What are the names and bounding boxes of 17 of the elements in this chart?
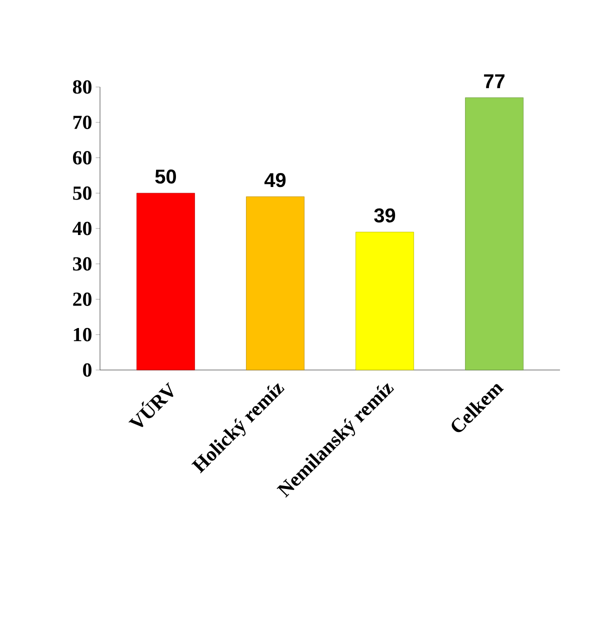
bar — [356, 232, 414, 370]
y-tick-label: 40 — [72, 222, 92, 236]
bar — [136, 192, 195, 370]
y-tick-label: 30 — [73, 257, 92, 271]
data-label: 39 — [374, 208, 396, 223]
y-tick-label: 60 — [72, 151, 92, 164]
y-tick-label: 70 — [73, 116, 92, 130]
data-label: 77 — [484, 74, 504, 88]
y-tick-label: 20 — [73, 292, 92, 306]
bar — [246, 196, 304, 370]
bar — [465, 97, 524, 370]
data-label: 50 — [155, 170, 176, 184]
y-tick-label: 50 — [73, 186, 92, 200]
data-label: 49 — [264, 173, 286, 188]
y-tick-label: 10 — [74, 328, 92, 342]
y-tick-label: 80 — [72, 80, 92, 94]
y-tick-label: 0 — [83, 363, 92, 377]
